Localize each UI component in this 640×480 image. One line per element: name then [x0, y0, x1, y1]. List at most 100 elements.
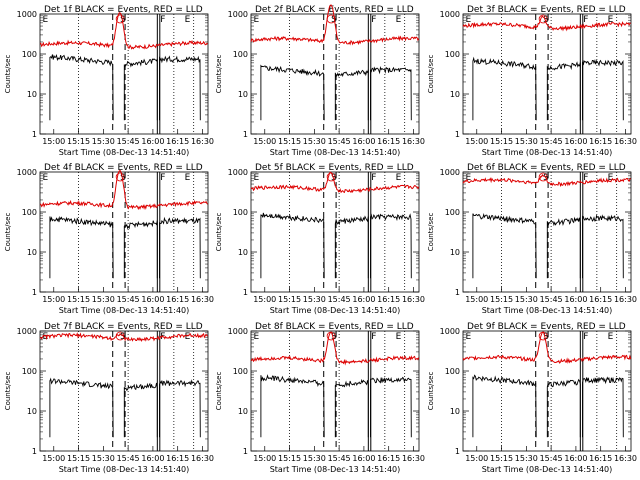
y-tick-label: 1000 [17, 168, 37, 177]
event-marker-label: F [160, 15, 165, 25]
lld-series-line [250, 4, 420, 46]
event-marker-label: E [253, 15, 259, 25]
x-axis-title: Start Time (08-Dec-13 14:51:40) [270, 306, 401, 315]
x-tick-label: 15:15 [67, 137, 90, 146]
x-tick-label: 16:15 [166, 454, 189, 463]
x-tick-label: 15:45 [117, 295, 140, 304]
lld-series-line [462, 15, 631, 32]
event-marker-label: S [120, 332, 126, 342]
event-marker-label: S [543, 15, 549, 25]
y-tick-label: 100 [22, 367, 37, 376]
x-tick-label: 16:00 [352, 295, 375, 304]
lld-series-line [462, 331, 632, 364]
x-tick-label: 15:15 [490, 454, 513, 463]
panel-title: Det 5f BLACK = Events, RED = LLD [255, 163, 414, 173]
y-tick-label: 100 [233, 50, 248, 59]
y-tick-label: 10 [450, 90, 460, 99]
y-tick-label: 10 [450, 248, 460, 257]
detector-panel: Det 5f BLACK = Events, RED = LLD 1 10 100 10… [215, 163, 425, 315]
x-tick-label: 15:45 [328, 137, 351, 146]
y-axis-title: Counts/sec [4, 55, 12, 94]
x-tick-label: 15:30 [92, 137, 115, 146]
detector-panel: Det 3f BLACK = Events, RED = LLD 1 10 100 10… [427, 5, 637, 157]
x-tick-label: 15:45 [328, 295, 351, 304]
y-axis-title: Counts/sec [427, 372, 435, 411]
panel-title: Det 3f BLACK = Events, RED = LLD [467, 5, 626, 15]
detector-panel: Det 9f BLACK = Events, RED = LLD 1 10 100 10… [427, 322, 637, 474]
events-series-line [546, 378, 581, 438]
x-tick-label: 16:30 [402, 137, 425, 146]
x-tick-label: 16:00 [352, 137, 375, 146]
x-axis-title: Start Time (08-Dec-13 14:51:40) [59, 465, 190, 474]
detector-panel: Det 1f BLACK = Events, RED = LLD 1 10 100 10… [4, 5, 214, 157]
y-tick-label: 1 [32, 130, 37, 139]
x-tick-label: 15:30 [92, 454, 115, 463]
x-tick-label: 16:30 [191, 454, 214, 463]
panel-title: Det 7f BLACK = Events, RED = LLD [44, 322, 203, 332]
y-tick-label: 1 [455, 288, 460, 297]
x-tick-label: 15:15 [278, 295, 301, 304]
events-series-line [49, 54, 114, 121]
axes-frame [250, 330, 420, 452]
panel-title: Det 1f BLACK = Events, RED = LLD [44, 5, 203, 15]
x-tick-label: 16:00 [564, 137, 587, 146]
x-tick-label: 15:00 [253, 137, 276, 146]
x-tick-label: 16:15 [589, 454, 612, 463]
event-marker-label: S [543, 332, 549, 342]
event-marker-label: F [583, 332, 588, 342]
event-marker-label: E [42, 332, 48, 342]
events-series-line [123, 58, 158, 121]
y-tick-label: 100 [233, 367, 248, 376]
events-series-line [159, 216, 201, 279]
event-marker-label: E [396, 173, 402, 183]
event-marker-label: F [371, 332, 376, 342]
events-series-line [546, 61, 581, 121]
detector-panel: Det 2f BLACK = Events, RED = LLD 1 10 100 10… [215, 4, 425, 157]
events-series-line [472, 212, 537, 279]
axes-frame [250, 171, 420, 293]
axes-frame [39, 13, 209, 135]
events-series-line [472, 374, 537, 438]
flare-start-circle [538, 14, 548, 24]
y-tick-label: 100 [22, 50, 37, 59]
y-tick-label: 1000 [440, 168, 460, 177]
events-series-line [49, 216, 114, 279]
x-tick-label: 16:30 [614, 454, 637, 463]
x-tick-label: 16:30 [191, 295, 214, 304]
x-tick-label: 15:45 [328, 454, 351, 463]
x-tick-label: 15:00 [42, 295, 65, 304]
lld-series-line [39, 12, 209, 50]
axes-frame [462, 330, 632, 452]
x-tick-label: 15:45 [540, 137, 563, 146]
detector-panel: Det 8f BLACK = Events, RED = LLD 1 10 100 10… [215, 322, 425, 474]
events-series-line [260, 374, 325, 438]
event-marker-label: E [465, 173, 471, 183]
x-tick-label: 15:30 [515, 295, 538, 304]
x-tick-label: 15:15 [278, 137, 301, 146]
x-tick-label: 15:00 [465, 454, 488, 463]
flare-start-circle [115, 172, 125, 182]
events-series-line [334, 378, 369, 438]
x-tick-label: 16:15 [377, 454, 400, 463]
axes-frame [462, 13, 632, 135]
event-marker-label: E [185, 332, 191, 342]
x-tick-label: 16:00 [141, 295, 164, 304]
y-tick-label: 1000 [228, 168, 248, 177]
y-tick-label: 1000 [17, 10, 37, 19]
y-tick-label: 1 [455, 447, 460, 456]
x-axis-title: Start Time (08-Dec-13 14:51:40) [270, 148, 401, 157]
event-marker-label: S [331, 332, 337, 342]
x-tick-label: 15:30 [303, 454, 326, 463]
detector-panel: Det 6f BLACK = Events, RED = LLD 1 10 100 10… [427, 163, 637, 315]
event-marker-label: E [608, 15, 614, 25]
x-tick-label: 15:00 [253, 295, 276, 304]
x-tick-label: 15:00 [465, 295, 488, 304]
y-tick-label: 1000 [440, 10, 460, 19]
events-series-line [582, 59, 624, 121]
y-tick-label: 1000 [228, 10, 248, 19]
x-axis-title: Start Time (08-Dec-13 14:51:40) [482, 148, 613, 157]
event-marker-label: E [396, 332, 402, 342]
y-tick-label: 10 [450, 407, 460, 416]
x-tick-label: 16:30 [191, 137, 214, 146]
